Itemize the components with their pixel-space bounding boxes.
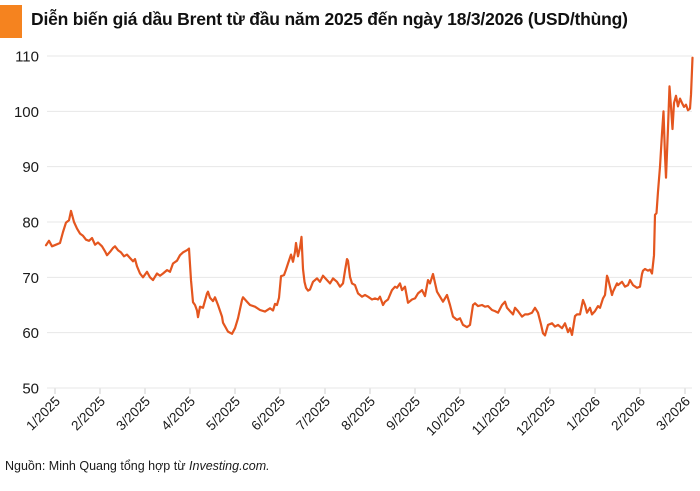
accent-square [0, 5, 22, 38]
x-axis-label-12/2025: 12/2025 [513, 394, 558, 439]
x-axis-label-2/2026: 2/2026 [608, 394, 648, 434]
y-axis-label-90: 90 [22, 159, 39, 176]
y-axis-label-70: 70 [22, 270, 39, 287]
x-axis-label-6/2025: 6/2025 [248, 394, 288, 434]
y-axis-label-110: 110 [15, 49, 39, 66]
x-axis-label-1/2026: 1/2026 [563, 394, 603, 434]
x-axis-label-7/2025: 7/2025 [293, 394, 333, 434]
source-note-source: Investing.com. [189, 459, 270, 473]
y-axis-label-50: 50 [22, 381, 39, 398]
y-axis-label-60: 60 [22, 325, 39, 342]
chart-title: Diễn biến giá dầu Brent từ đầu năm 2025 … [31, 9, 628, 29]
y-axis-label-80: 80 [22, 215, 39, 232]
x-axis-label-3/2026: 3/2026 [653, 394, 693, 434]
x-axis-label-5/2025: 5/2025 [203, 394, 243, 434]
chart-header: Diễn biến giá dầu Brent từ đầu năm 2025 … [0, 0, 700, 44]
x-axis-label-10/2025: 10/2025 [423, 394, 468, 439]
y-axis-label-100: 100 [14, 104, 39, 121]
x-axis-label-4/2025: 4/2025 [158, 394, 198, 434]
x-axis-label-9/2025: 9/2025 [383, 394, 423, 434]
brent-price-line [44, 56, 694, 337]
source-note: Nguồn: Minh Quang tổng hợp từ Investing.… [5, 459, 695, 473]
source-note-prefix: Nguồn: Minh Quang tổng hợp từ [5, 459, 190, 473]
x-axis-label-8/2025: 8/2025 [338, 394, 378, 434]
x-axis-label-11/2025: 11/2025 [469, 394, 513, 438]
x-axis-label-3/2025: 3/2025 [113, 394, 153, 434]
x-axis-label-1/2025: 1/2025 [23, 394, 63, 434]
x-axis-label-2/2025: 2/2025 [68, 394, 108, 434]
